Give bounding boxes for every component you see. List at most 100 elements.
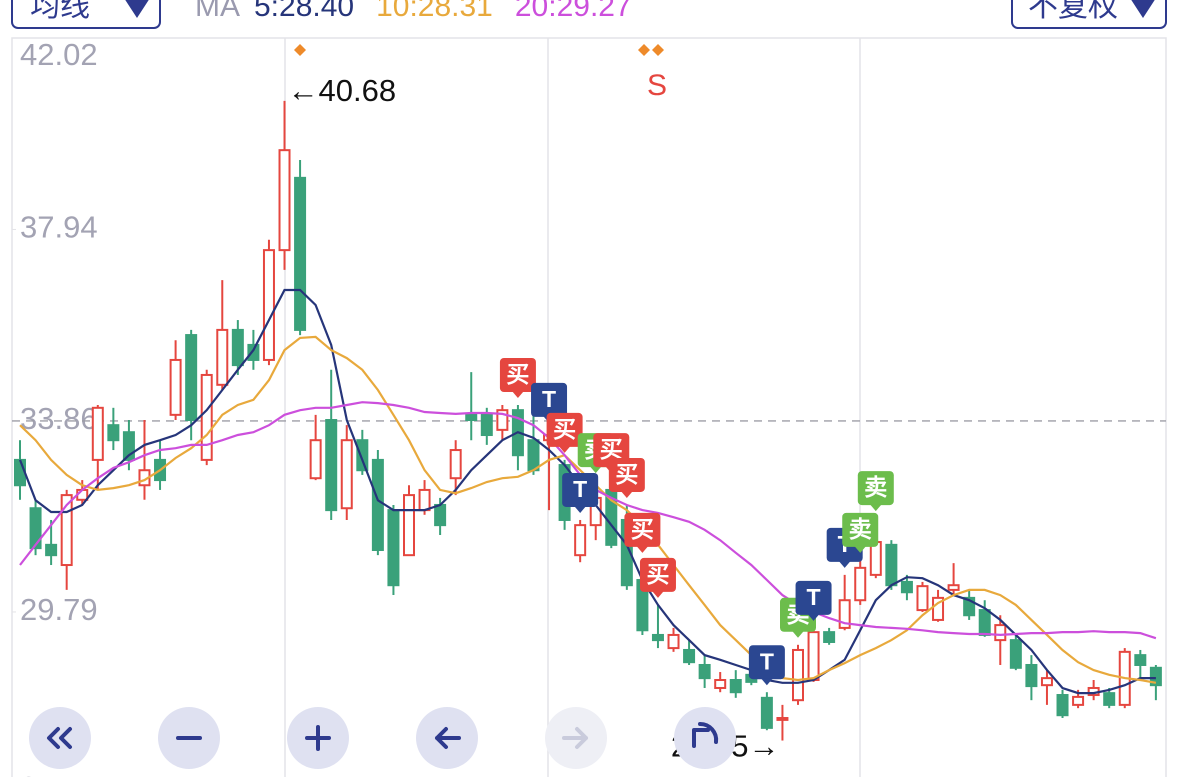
badge-label: 卖 [864,474,887,500]
legend-entry: 20:29.27 [515,0,632,23]
candle-body [807,631,820,682]
button-icon [47,727,72,749]
candle-body [371,458,384,552]
button-icon [692,721,719,748]
plot: 42.0237.9433.8629.7925.71←40.6827.05→买T买… [12,37,1166,777]
badge-label: 买 [646,561,669,587]
button-icon [435,727,461,749]
candle-body [947,584,960,591]
candle-body [247,343,260,361]
dropdown-arrow [125,0,149,18]
high-annotation: ←40.68 [288,73,397,108]
badge-pointer [807,613,820,621]
adjust-button[interactable]: 不复权 [1011,0,1167,29]
badge-bg [624,512,661,547]
badge-label: T [807,584,821,610]
candle-body [294,176,307,331]
badge-bg [562,472,599,507]
badge-label: T [760,648,774,674]
candle-body [838,599,851,629]
candle-body [231,328,244,367]
candle-body [1009,639,1022,669]
candle-body [185,334,198,422]
toolbar: 均线 MA 不复权 [11,0,1167,29]
candle-body [792,648,804,702]
ma-button[interactable]: 均线 [11,0,161,29]
button-bg [674,707,736,769]
dropdown-arrow [1131,0,1155,18]
candle-body [340,439,353,510]
badge-label: 买 [553,416,576,442]
badge-pointer [838,560,851,568]
candle-body [418,488,431,512]
legend-entry: 5:28.40 [254,0,354,23]
badge-bg [857,471,894,506]
candle-body [216,328,229,386]
badge-pointer [869,504,882,512]
button-frame [11,0,161,29]
scroll-right-button[interactable] [545,707,607,769]
candle-body [169,358,182,416]
candle-body [465,413,478,422]
candle-body [496,409,509,431]
badge-bg [795,580,832,615]
candle-body [963,596,976,617]
event-markers: S [294,44,667,102]
signal-badge: 买 [546,412,583,453]
button-icon [305,725,331,751]
candle-body [823,631,836,643]
signal-badge: 卖 [857,471,894,512]
badge-bg [842,512,879,547]
candle-body [76,488,89,501]
badge-label: 买 [615,461,638,487]
signal-badge: T [531,382,568,423]
candle-body [900,580,913,594]
candle-body [683,648,696,664]
candle-body [14,458,26,487]
zoom-out-button[interactable] [158,707,220,769]
badge-pointer [636,545,649,553]
event-diamond [638,44,650,56]
badge-pointer [589,466,602,474]
candle-body [434,503,447,527]
candle-body [869,541,882,576]
candle-body [387,509,400,587]
badge-bg [546,412,583,447]
badge-label: 卖 [849,516,872,542]
candle-body [262,249,275,361]
badge-pointer [511,390,524,398]
signal-badge: 买 [639,557,676,598]
candle-body [916,585,929,612]
scroll-left-button[interactable] [416,707,478,769]
candle-body [45,543,58,557]
y-tick-label: 37.94 [20,210,98,245]
badge-bg [608,457,645,492]
badge-bg [748,645,785,680]
badge-bg [499,357,536,392]
y-tick-label: 33.86 [20,401,98,436]
candle-body [200,373,213,461]
scroll-start-button[interactable] [29,707,91,769]
candle-body [1103,692,1116,706]
signal-badge: 买 [608,457,645,498]
badge-label: T [542,386,556,412]
candle-body [651,633,664,642]
candle-body [122,431,135,461]
badge-pointer [760,678,773,686]
candle-body [1056,694,1069,717]
event-label: S [647,69,667,102]
candle-body [309,439,322,480]
candle-body [932,596,945,621]
signal-badge: T [795,580,832,621]
y-tick-label: 29.79 [20,592,98,627]
button-icon [562,727,588,749]
badge-pointer [574,505,587,513]
zoom-in-button[interactable] [287,707,349,769]
badge-pointer [620,490,633,498]
candle-body [698,663,711,680]
signal-badge: 卖 [842,512,879,553]
reset-button[interactable] [674,707,736,769]
candle-body [667,633,680,650]
